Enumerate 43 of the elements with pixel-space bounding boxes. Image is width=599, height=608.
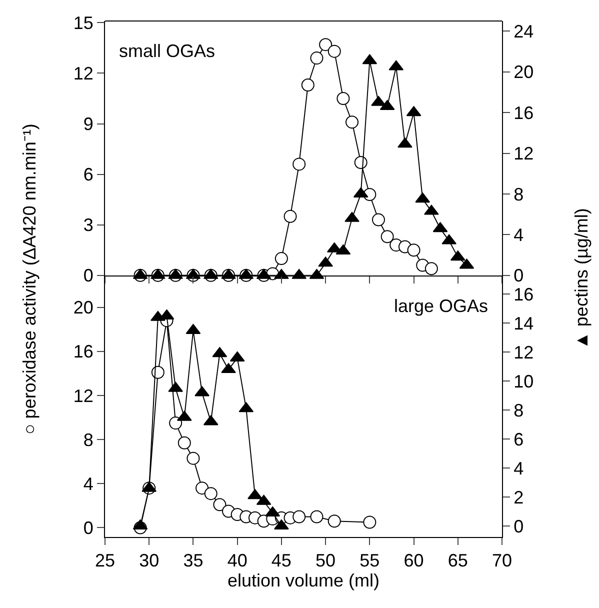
y2-tick-label: 8: [514, 184, 524, 204]
y-tick-label: 4: [83, 474, 94, 494]
y2-tick-label: 0: [514, 266, 524, 286]
y-tick-label: 9: [83, 114, 94, 134]
x-tick-label: 40: [227, 550, 248, 571]
y2-tick-label: 20: [514, 62, 534, 82]
x-tick-label: 45: [271, 550, 292, 571]
x-tick-label: 25: [94, 550, 116, 571]
x-tick-label: 50: [316, 550, 336, 571]
y2-tick-label: 8: [514, 400, 524, 420]
y2-tick-label: 12: [514, 144, 534, 164]
y2-tick-label: 16: [514, 102, 534, 123]
y2-tick-label: 12: [514, 342, 534, 362]
y2-axis-title: ▲ pectins (µg/ml): [571, 208, 592, 350]
x-axis-title: elution volume (ml): [227, 570, 380, 591]
y2-tick-label: 4: [514, 224, 524, 245]
y-tick-label: 12: [73, 64, 94, 84]
x-tick-label: 55: [360, 550, 380, 571]
y-tick-label: 8: [83, 430, 94, 450]
x-tick-label: 35: [183, 550, 204, 571]
y2-tick-label: 2: [514, 487, 524, 508]
y2-tick-label: 10: [514, 371, 534, 392]
y2-tick-label: 14: [514, 313, 534, 334]
y-tick-label: 16: [73, 342, 94, 362]
y-tick-label: 15: [73, 12, 94, 33]
annotation: small OGAs: [119, 41, 216, 61]
y-tick-label: 0: [83, 518, 94, 538]
x-tick-label: 60: [404, 550, 424, 571]
y-tick-label: 12: [73, 386, 94, 406]
y2-tick-label: 6: [514, 429, 524, 450]
y-tick-label: 6: [83, 164, 94, 185]
x-tick-label: 30: [139, 550, 160, 571]
annotation: large OGAs: [394, 296, 488, 316]
y2-tick-label: 24: [514, 21, 534, 42]
y2-tick-label: 0: [514, 516, 524, 536]
x-tick-label: 70: [492, 550, 512, 571]
x-tick-label: 65: [448, 550, 468, 571]
y2-tick-label: 16: [514, 284, 534, 305]
y-tick-label: 0: [83, 266, 94, 286]
y-tick-label: 3: [83, 215, 94, 236]
y-tick-label: 20: [73, 298, 94, 318]
y-axis-title: ○ peroxidase activity (ΔA420 nm.min⁻¹): [20, 124, 40, 435]
y2-tick-label: 4: [514, 458, 524, 478]
